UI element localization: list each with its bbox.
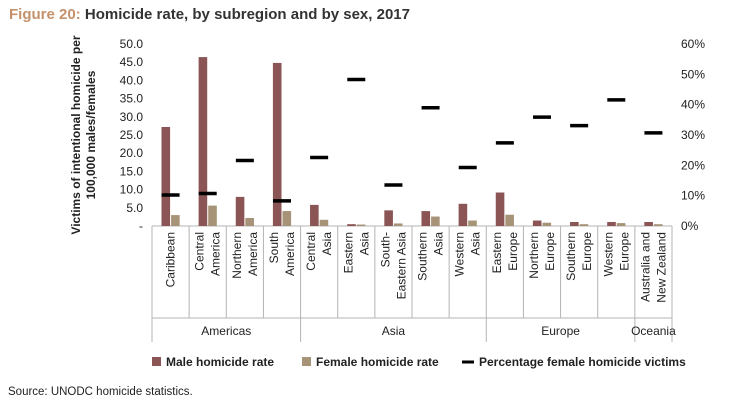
male-rate-bar (384, 210, 393, 226)
male-rate-bar (495, 192, 505, 226)
category-label: Central (304, 232, 318, 271)
figure-label: Figure 20: (9, 6, 81, 23)
female-rate-bar (208, 205, 217, 226)
category-label: Western (601, 232, 615, 276)
group-label: Oceania (631, 324, 676, 338)
category-label: America (209, 232, 223, 276)
category-label: Asia (357, 232, 371, 256)
y-tick-label: 20.0 (120, 146, 144, 160)
chart-title-text: Homicide rate, by subregion and by sex, … (84, 6, 410, 23)
male-rate-bar (532, 220, 542, 226)
male-rate-bar (347, 224, 356, 226)
female-rate-bar (468, 220, 477, 226)
y2-tick-label: 20% (681, 158, 705, 172)
category-label: Europe (617, 232, 631, 271)
male-rate-bar (570, 221, 579, 226)
female-rate-bar (431, 216, 440, 226)
category-label: Asia (469, 232, 483, 256)
category-label: America (283, 232, 297, 276)
y-tick-label: 5.0 (126, 201, 143, 215)
group-label: Americas (201, 324, 251, 338)
female-rate-bar (505, 214, 514, 226)
female-rate-bar (282, 211, 292, 226)
male-rate-bar (644, 221, 653, 226)
male-rate-bar (607, 221, 616, 226)
category-label: South- (378, 232, 392, 267)
category-label: Eastern Asia (394, 232, 408, 300)
legend-female-swatch (302, 357, 311, 366)
y2-tick-label: 60% (681, 37, 705, 51)
male-rate-bar (421, 211, 431, 226)
legend-female-label: Female homicide rate (316, 355, 439, 369)
male-rate-bar (458, 203, 468, 226)
female-rate-bar (393, 223, 403, 226)
chart-title: Figure 20: Homicide rate, by subregion a… (9, 6, 410, 23)
category-label: Southern (416, 232, 430, 281)
y2-tick-label: 30% (681, 128, 705, 142)
female-rate-bar (542, 222, 552, 226)
y-tick-label: 45.0 (120, 55, 144, 69)
y-axis-title: Victims of intentional homicide per (69, 35, 83, 234)
category-label: Asia (432, 232, 446, 256)
y2-tick-label: 50% (681, 67, 705, 81)
y-tick-label: 35.0 (120, 92, 144, 106)
category-label: Europe (506, 232, 520, 271)
male-rate-bar (272, 62, 282, 226)
female-rate-bar (171, 215, 180, 226)
category-label: Southern (564, 232, 578, 281)
y-axis-title: 100,000 males/females (84, 70, 98, 199)
female-rate-bar (245, 217, 254, 226)
y2-tick-label: 40% (681, 98, 705, 112)
female-rate-bar (319, 219, 329, 226)
female-rate-bar (356, 224, 366, 226)
legend-pct-label: Percentage female homicide victims (479, 355, 686, 369)
category-label: New Zealand (654, 232, 668, 303)
category-label: Asia (320, 232, 334, 256)
y2-tick-label: 0% (681, 219, 699, 233)
group-label: Asia (382, 324, 406, 338)
female-rate-bar (616, 223, 626, 226)
category-label: Europe (543, 232, 557, 271)
category-label: Western (453, 232, 467, 276)
male-rate-bar (161, 126, 171, 226)
category-label: Europe (580, 232, 594, 271)
category-label: Northern (230, 232, 244, 279)
y-tick-label: 30.0 (120, 110, 144, 124)
category-label: South (267, 232, 281, 263)
legend-male-swatch (152, 357, 161, 366)
female-rate-bar (579, 224, 589, 226)
homicide-chart: - 5.0 10.0 15.0 20.0 25.0 30.0 35.0 40.0 45.0 50.0… (69, 35, 705, 369)
y-tick-label: 50.0 (120, 37, 144, 51)
male-rate-bar (235, 196, 245, 226)
category-label: Eastern (341, 232, 355, 273)
source-note: Source: UNODC homicide statistics. (8, 386, 193, 398)
male-rate-bar (198, 57, 208, 226)
y2-tick-label: 10% (681, 189, 705, 203)
category-label: Northern (527, 232, 541, 279)
group-label: Europe (541, 324, 580, 338)
category-label: America (246, 232, 260, 276)
category-label: Eastern (490, 232, 504, 273)
female-rate-bar (653, 224, 663, 226)
y-tick-label: 25.0 (120, 128, 144, 142)
y-tick-label: 10.0 (120, 183, 144, 197)
male-rate-bar (310, 204, 319, 226)
category-label: Caribbean (164, 232, 178, 287)
legend-male-label: Male homicide rate (166, 355, 274, 369)
y-tick-label: - (139, 219, 143, 233)
category-label: Australia and (638, 232, 652, 302)
y-tick-label: 15.0 (120, 164, 144, 178)
category-label: Central (193, 232, 207, 271)
y-tick-label: 40.0 (120, 73, 144, 87)
